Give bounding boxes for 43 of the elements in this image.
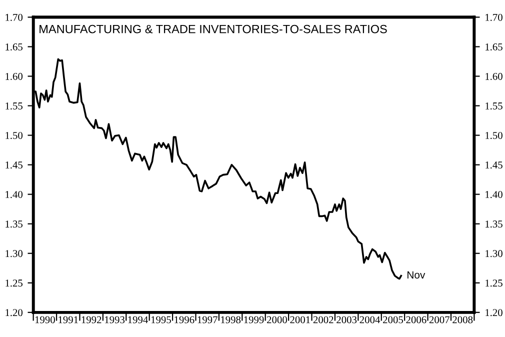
y-tick-label: 1.40 bbox=[6, 191, 23, 198]
y2-tick-label: 1.20 bbox=[486, 309, 502, 316]
x-tick-label: 1996 bbox=[174, 316, 194, 324]
y-tick-label: 1.65 bbox=[6, 43, 23, 50]
x-tick-label: 1999 bbox=[244, 316, 264, 324]
x-tick-label: 1998 bbox=[221, 316, 241, 324]
y2-tick-label: 1.60 bbox=[486, 72, 502, 80]
x-tick-label: 2007 bbox=[429, 316, 450, 324]
y2-tick-label: 1.65 bbox=[486, 43, 502, 50]
y-tick-label: 1.30 bbox=[6, 250, 23, 258]
x-tick-label: 1991 bbox=[58, 316, 78, 324]
x-tick-label: 2000 bbox=[267, 316, 287, 324]
y2-tick-label: 1.25 bbox=[486, 280, 502, 287]
y2-tick-label: 1.50 bbox=[486, 132, 502, 140]
x-tick-label: 1992 bbox=[82, 316, 102, 324]
y2-tick-label: 1.55 bbox=[486, 102, 502, 110]
y-tick-label: 1.45 bbox=[6, 162, 23, 169]
x-tick-label: 1994 bbox=[128, 316, 148, 324]
y2-tick-label: 1.35 bbox=[486, 220, 502, 228]
text: MANUFACTURING & TRADE INVENTORIES-TO-SALES RATIOS bbox=[40, 24, 387, 34]
y-tick-label: 1.60 bbox=[6, 72, 23, 80]
x-tick-label: 1990 bbox=[35, 316, 55, 324]
y-tick-label: 1.50 bbox=[6, 132, 23, 140]
x-tick-label: 2006 bbox=[406, 316, 426, 324]
x-tick-label: 1995 bbox=[151, 316, 171, 324]
y2-tick-label: 1.45 bbox=[486, 162, 502, 169]
y-tick-label: 1.20 bbox=[6, 309, 23, 316]
y-tick-label: 1.35 bbox=[6, 220, 23, 228]
x-tick-label: 2002 bbox=[313, 316, 334, 324]
y2-tick-label: 1.40 bbox=[486, 191, 502, 198]
y-tick-label: 1.55 bbox=[6, 102, 23, 110]
x-tick-label: 2005 bbox=[383, 316, 403, 324]
y2-tick-label: 1.70 bbox=[486, 14, 502, 21]
x-tick-label: 2008 bbox=[452, 316, 473, 324]
y2-tick-label: 1.30 bbox=[486, 250, 502, 258]
x-tick-label: 2001 bbox=[290, 316, 310, 324]
x-tick-label: 1997 bbox=[198, 316, 218, 324]
y-tick-label: 1.70 bbox=[6, 14, 23, 21]
x-tick-label: 2003 bbox=[336, 316, 357, 324]
x-tick-label: 2004 bbox=[360, 316, 380, 324]
x-tick-label: 1993 bbox=[105, 316, 125, 324]
annotation: Nov bbox=[408, 271, 426, 279]
y-tick-label: 1.25 bbox=[6, 280, 23, 287]
